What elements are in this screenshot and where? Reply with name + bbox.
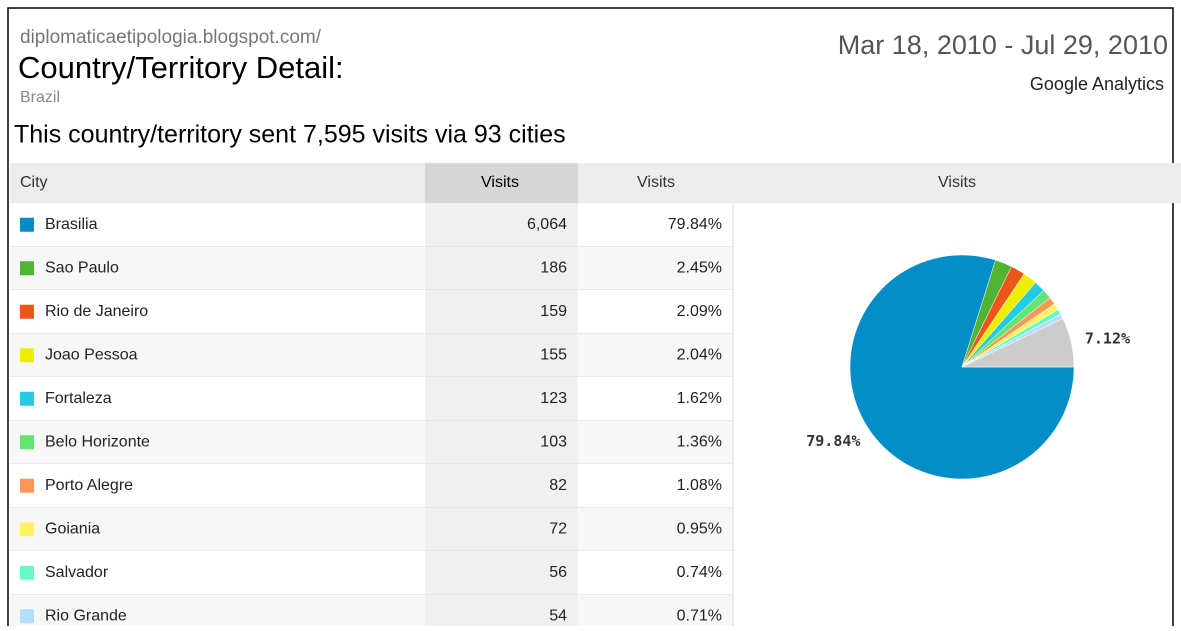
report-subtitle: Brazil bbox=[20, 89, 60, 106]
percent-cell bbox=[578, 507, 733, 551]
visits-count: 159 bbox=[540, 303, 567, 320]
visits-count: 82 bbox=[549, 477, 567, 494]
visits-count: 72 bbox=[549, 520, 567, 537]
pie-slice bbox=[961, 318, 1075, 368]
row bbox=[10, 290, 425, 334]
visits-count: 103 bbox=[540, 433, 567, 450]
visits-percent: 2.04% bbox=[677, 346, 722, 363]
color-swatch bbox=[20, 391, 34, 406]
visits-cell bbox=[425, 594, 578, 631]
visits-count: 54 bbox=[549, 607, 567, 624]
color-swatch bbox=[20, 522, 34, 537]
slice-label: 7.12% bbox=[1085, 330, 1130, 348]
city-name[interactable]: Sao Paulo bbox=[45, 259, 119, 276]
visits-percent: 79.84% bbox=[668, 216, 722, 233]
row bbox=[10, 464, 425, 508]
city-name[interactable]: Belo Horizonte bbox=[45, 433, 150, 450]
row bbox=[10, 377, 425, 421]
percent-cell bbox=[578, 464, 733, 508]
visits-cell bbox=[425, 377, 578, 421]
visits-percent: 2.09% bbox=[677, 303, 722, 320]
color-swatch bbox=[20, 261, 34, 276]
header-row bbox=[10, 163, 1181, 203]
visits-cell bbox=[425, 464, 578, 508]
summary: This country/territory sent 7,595 visits… bbox=[14, 121, 566, 149]
column-header: City bbox=[20, 174, 48, 191]
color-swatch bbox=[20, 435, 34, 450]
row bbox=[10, 203, 425, 247]
visits-count: 6,064 bbox=[527, 216, 567, 233]
visits-count: 186 bbox=[540, 259, 567, 276]
visits-cell bbox=[425, 420, 578, 464]
date-range: Mar 18, 2010 - Jul 29, 2010 bbox=[838, 30, 1168, 60]
color-swatch bbox=[20, 304, 34, 319]
row bbox=[10, 594, 425, 631]
color-swatch bbox=[20, 217, 34, 232]
column-header: Visits bbox=[938, 174, 976, 191]
city-name[interactable]: Fortaleza bbox=[45, 390, 112, 407]
color-swatch bbox=[20, 565, 34, 580]
city-name[interactable]: Goiania bbox=[45, 520, 100, 537]
frame bbox=[7, 7, 1174, 631]
color-swatch bbox=[20, 348, 34, 363]
city-name[interactable]: Rio Grande bbox=[45, 607, 127, 624]
product-name: Google Analytics bbox=[1030, 74, 1164, 94]
percent-cell bbox=[578, 420, 733, 464]
city-name[interactable]: Brasilia bbox=[45, 216, 98, 233]
visits-percent: 1.08% bbox=[677, 477, 722, 494]
visits-cell bbox=[425, 203, 578, 247]
slice-label: 79.84% bbox=[806, 432, 860, 450]
row bbox=[10, 420, 425, 464]
visits-percent: 0.71% bbox=[677, 607, 722, 624]
visits-cell bbox=[425, 246, 578, 290]
visits-cell bbox=[425, 551, 578, 595]
row bbox=[10, 507, 425, 551]
visits-percent: 0.74% bbox=[677, 564, 722, 581]
report-title: Country/Territory Detail: bbox=[18, 50, 344, 85]
percent-cell bbox=[578, 551, 733, 595]
row bbox=[10, 333, 425, 377]
city-name[interactable]: Joao Pessoa bbox=[45, 346, 138, 363]
percent-cell bbox=[578, 594, 733, 631]
percent-cell bbox=[578, 377, 733, 421]
visits-percent: 1.62% bbox=[677, 390, 722, 407]
city-name[interactable]: Salvador bbox=[45, 564, 109, 581]
percent-cell bbox=[578, 290, 733, 334]
row bbox=[10, 246, 425, 290]
visits-percent: 1.36% bbox=[677, 433, 722, 450]
site-url: diplomaticaetipologia.blogspot.com/ bbox=[20, 27, 322, 48]
column-header[interactable]: Visits bbox=[481, 174, 519, 191]
visits-cell bbox=[425, 507, 578, 551]
color-swatch bbox=[20, 478, 34, 493]
percent-cell bbox=[578, 203, 733, 247]
city-name[interactable]: Rio de Janeiro bbox=[45, 303, 148, 320]
percent-cell bbox=[578, 246, 733, 290]
color-swatch bbox=[20, 609, 34, 624]
visits-percent: 0.95% bbox=[677, 520, 722, 537]
visits-cell bbox=[425, 290, 578, 334]
visits-count: 155 bbox=[540, 346, 567, 363]
row bbox=[10, 551, 425, 595]
visits-cell bbox=[425, 333, 578, 377]
visits-count: 56 bbox=[549, 564, 567, 581]
percent-cell bbox=[578, 333, 733, 377]
city-name[interactable]: Porto Alegre bbox=[45, 477, 133, 494]
visits-percent: 2.45% bbox=[677, 259, 722, 276]
sorted-header bbox=[425, 163, 578, 203]
visits-count: 123 bbox=[540, 390, 567, 407]
column-header[interactable]: Visits bbox=[637, 174, 675, 191]
